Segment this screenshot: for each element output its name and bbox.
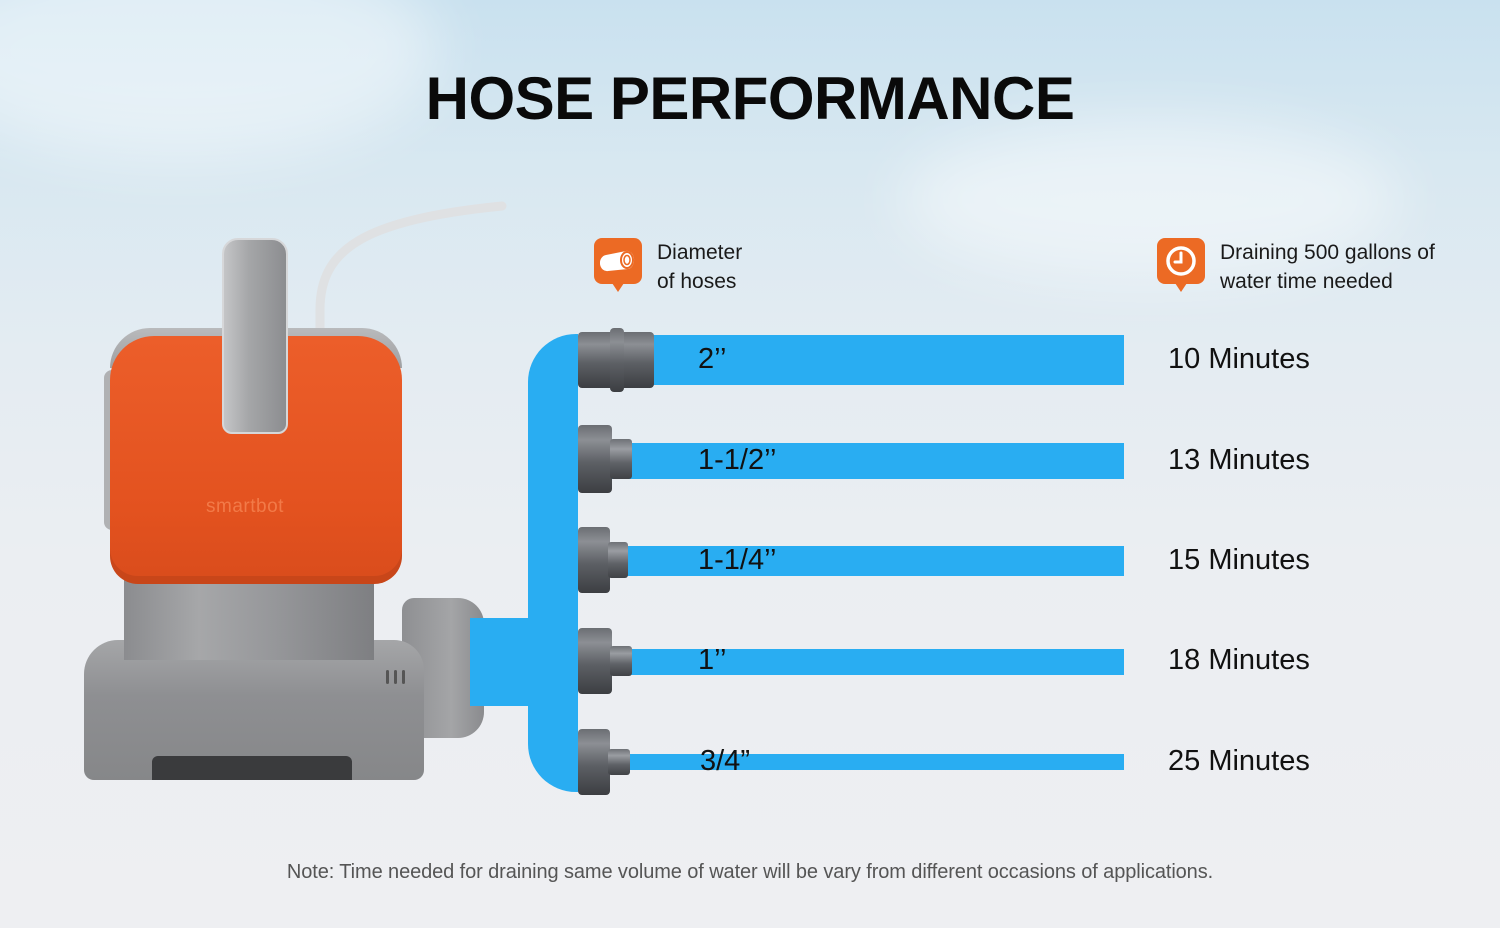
background-cloud <box>900 120 1400 280</box>
legend-diameter: Diameter of hoses <box>594 238 742 296</box>
drain-time-label: 15 Minutes <box>1168 544 1310 576</box>
legend-diameter-line1: Diameter <box>657 241 743 264</box>
legend-time: Draining 500 gallons of water time neede… <box>1157 238 1435 296</box>
legend-diameter-line2: of hoses <box>657 270 737 293</box>
hose-diameter-label: 2’’ <box>698 343 727 375</box>
pump-foot <box>152 756 352 780</box>
brand-logo: smartbot <box>206 496 284 517</box>
power-cable <box>315 201 507 350</box>
hose-icon <box>594 238 642 292</box>
manifold-inlet <box>470 618 532 706</box>
hose-bar-3-4in <box>600 754 1124 770</box>
hose-diameter-label: 3/4” <box>700 745 750 777</box>
hose-diameter-label: 1-1/2’’ <box>698 444 777 476</box>
pump-illustration: smartbot <box>82 200 507 790</box>
page-title: HOSE PERFORMANCE <box>425 65 1075 132</box>
vent-slot <box>394 670 397 684</box>
vent-slot <box>402 670 405 684</box>
pump-neck <box>124 570 374 660</box>
hose-diameter-label: 1’’ <box>698 644 727 676</box>
clock-icon <box>1157 238 1205 292</box>
footnote: Note: Time needed for draining same volu… <box>286 861 1214 883</box>
legend-time-line1: Draining 500 gallons of <box>1220 241 1435 264</box>
drain-time-label: 10 Minutes <box>1168 343 1310 375</box>
manifold-vertical <box>528 334 578 792</box>
hose-diameter-label: 1-1/4’’ <box>698 544 777 576</box>
drain-time-label: 25 Minutes <box>1168 745 1310 777</box>
vent-slot <box>386 670 389 684</box>
hose-bar-2in <box>600 335 1124 385</box>
legend-time-line2: water time needed <box>1220 270 1393 293</box>
hose-bar-1-1-2in <box>600 443 1124 479</box>
hose-bar-1-1-4in <box>600 546 1124 576</box>
drain-time-label: 18 Minutes <box>1168 644 1310 676</box>
hose-bar-1in <box>600 649 1124 675</box>
drain-time-label: 13 Minutes <box>1168 444 1310 476</box>
pump-handle <box>222 238 288 434</box>
